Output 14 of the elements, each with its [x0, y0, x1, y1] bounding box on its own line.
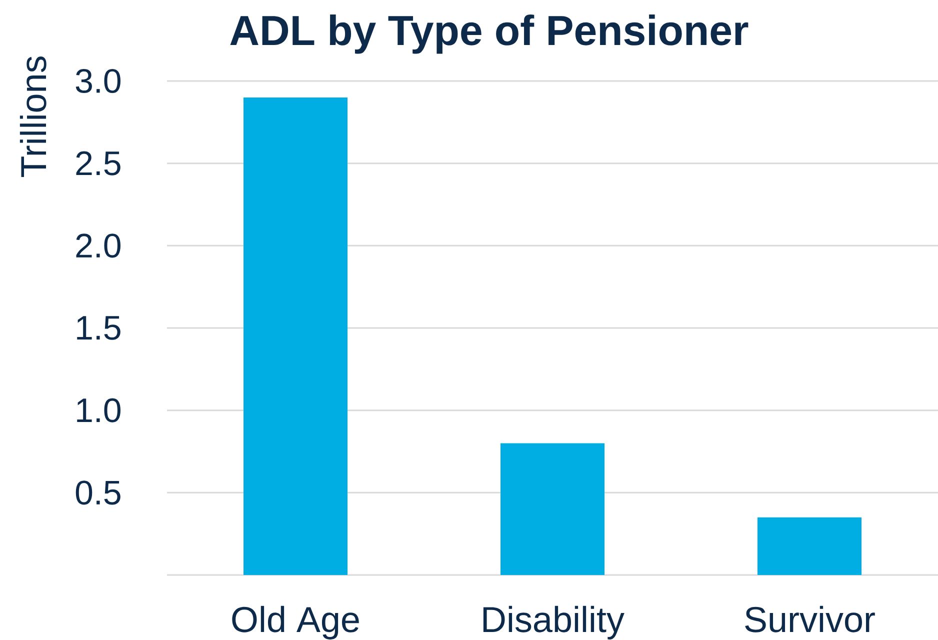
y-tick-label: 2.0 — [76, 234, 120, 258]
x-tick-label: Disability — [483, 606, 624, 640]
bar — [757, 517, 862, 575]
y-tick-label: 1.0 — [77, 398, 120, 422]
x-tick-label: Survivor — [745, 606, 875, 632]
y-tick-label: 2.5 — [76, 151, 120, 176]
y-tick-label: 0.5 — [76, 480, 120, 505]
y-tick-label: 3.0 — [76, 68, 120, 94]
bar — [500, 443, 604, 575]
y-axis-title: Trillions — [20, 56, 46, 178]
chart-title: ADL by Type of Pensioner — [230, 14, 748, 54]
x-tick-label: Old Age — [232, 606, 359, 640]
y-tick-label: 1.5 — [77, 316, 120, 340]
bar — [244, 97, 348, 575]
